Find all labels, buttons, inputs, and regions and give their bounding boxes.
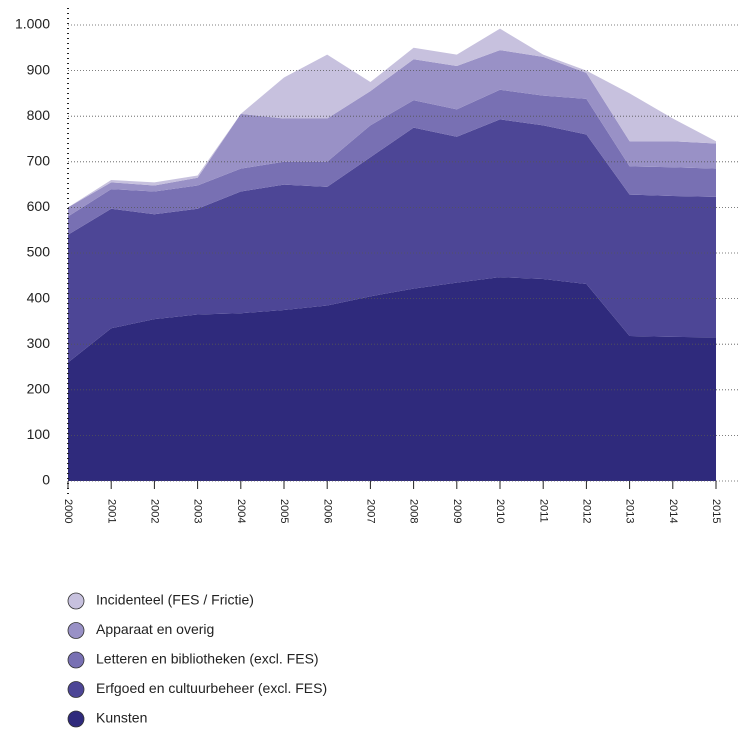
legend-swatch (67, 681, 85, 698)
x-tick-label: 2004 (235, 499, 247, 523)
legend-label: Erfgoed en cultuurbeheer (excl. FES) (96, 680, 327, 696)
y-tick-label: 800 (27, 107, 51, 123)
area (68, 89, 716, 235)
y-tick-label: 1.000 (15, 16, 50, 32)
x-tick-label: 2002 (148, 499, 160, 523)
y-tick-label: 100 (27, 426, 51, 442)
y-tick-label: 300 (27, 335, 51, 351)
area (68, 50, 716, 217)
y-tick-label: 500 (27, 244, 51, 260)
x-tick-label: 2000 (62, 499, 74, 523)
legend-label: Kunsten (96, 710, 147, 726)
legend-label: Apparaat en overig (96, 621, 214, 637)
legend-swatch (67, 622, 85, 639)
x-tick-label: 2015 (710, 499, 722, 523)
x-tick-label: 2005 (278, 499, 290, 523)
y-tick-label: 400 (27, 289, 51, 305)
x-tick-label: 2003 (192, 499, 204, 523)
y-tick-label: 0 (42, 472, 50, 488)
area (68, 119, 716, 363)
y-tick-label: 700 (27, 153, 51, 169)
legend-swatch (67, 592, 85, 610)
x-tick-label: 2014 (667, 499, 679, 523)
x-tick-label: 2012 (580, 499, 592, 523)
legend-label: Letteren en bibliotheken (excl. FES) (96, 651, 319, 667)
y-tick-label: 900 (27, 61, 51, 77)
x-tick-label: 2007 (364, 499, 376, 523)
y-tick-label: 200 (27, 381, 51, 397)
legend-swatch (67, 710, 85, 728)
x-tick-label: 2011 (537, 499, 549, 523)
x-tick-label: 2008 (408, 499, 420, 523)
legend-label: Incidenteel (FES / Frictie) (96, 592, 254, 608)
legend-swatch (67, 651, 85, 669)
x-tick-label: 2009 (451, 499, 463, 523)
y-tick-label: 600 (27, 198, 51, 214)
x-tick-label: 2001 (105, 499, 117, 523)
x-tick-label: 2013 (624, 499, 636, 523)
x-tick-label: 2006 (321, 499, 333, 523)
x-tick-label: 2010 (494, 499, 506, 523)
area (68, 277, 716, 481)
